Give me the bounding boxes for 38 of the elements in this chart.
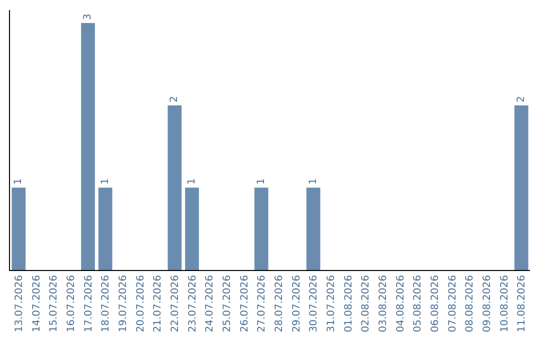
x-tick-label: 02.08.2026 — [360, 275, 372, 332]
x-tick-label: 24.07.2026 — [204, 275, 216, 332]
x-tick-label: 11.08.2026 — [516, 275, 528, 332]
x-tick-label: 09.08.2026 — [482, 275, 493, 332]
x-tick-label: 20.07.2026 — [135, 275, 146, 332]
x-tick-label: 30.07.2026 — [308, 275, 320, 332]
x-tick-label: 01.08.2026 — [343, 275, 354, 332]
x-tick-label: 06.08.2026 — [430, 275, 441, 332]
x-tick-label: 29.07.2026 — [291, 275, 302, 332]
data-label: 1 — [13, 178, 24, 185]
x-tick-label: 03.08.2026 — [378, 275, 389, 332]
x-tick-label: 16.07.2026 — [66, 275, 77, 332]
data-label: 1 — [308, 178, 319, 185]
x-tick-label: 07.08.2026 — [447, 275, 458, 332]
data-label: 3 — [82, 14, 94, 20]
x-tick-label: 13.07.2026 — [14, 275, 25, 332]
data-label: 1 — [186, 178, 198, 185]
x-tick-label: 05.08.2026 — [412, 275, 424, 332]
data-label: 1 — [100, 178, 111, 185]
x-tick-label: 23.07.2026 — [187, 275, 198, 332]
x-tick-label: 14.07.2026 — [31, 275, 42, 332]
x-tick-label: 27.07.2026 — [256, 275, 268, 332]
x-tick-label: 25.07.2026 — [222, 275, 233, 332]
x-tick-label: 17.07.2026 — [83, 275, 94, 332]
x-tick-label: 08.08.2026 — [464, 275, 476, 332]
x-tick-label: 18.07.2026 — [100, 275, 112, 332]
x-tick-label: 31.07.2026 — [326, 275, 337, 332]
x-tick-label: 26.07.2026 — [239, 275, 250, 332]
x-tick-label: 04.08.2026 — [395, 275, 406, 332]
data-label: 1 — [256, 178, 267, 185]
x-tick-label: 10.08.2026 — [499, 275, 510, 332]
x-tick-label: 22.07.2026 — [170, 275, 181, 332]
x-tick-label: 19.07.2026 — [118, 275, 129, 332]
x-tick-label: 28.07.2026 — [274, 275, 285, 332]
x-tick-label: 15.07.2026 — [48, 275, 60, 332]
data-label: 2 — [169, 96, 180, 102]
data-label: 2 — [516, 96, 527, 102]
x-tick-label: 21.07.2026 — [152, 275, 164, 332]
